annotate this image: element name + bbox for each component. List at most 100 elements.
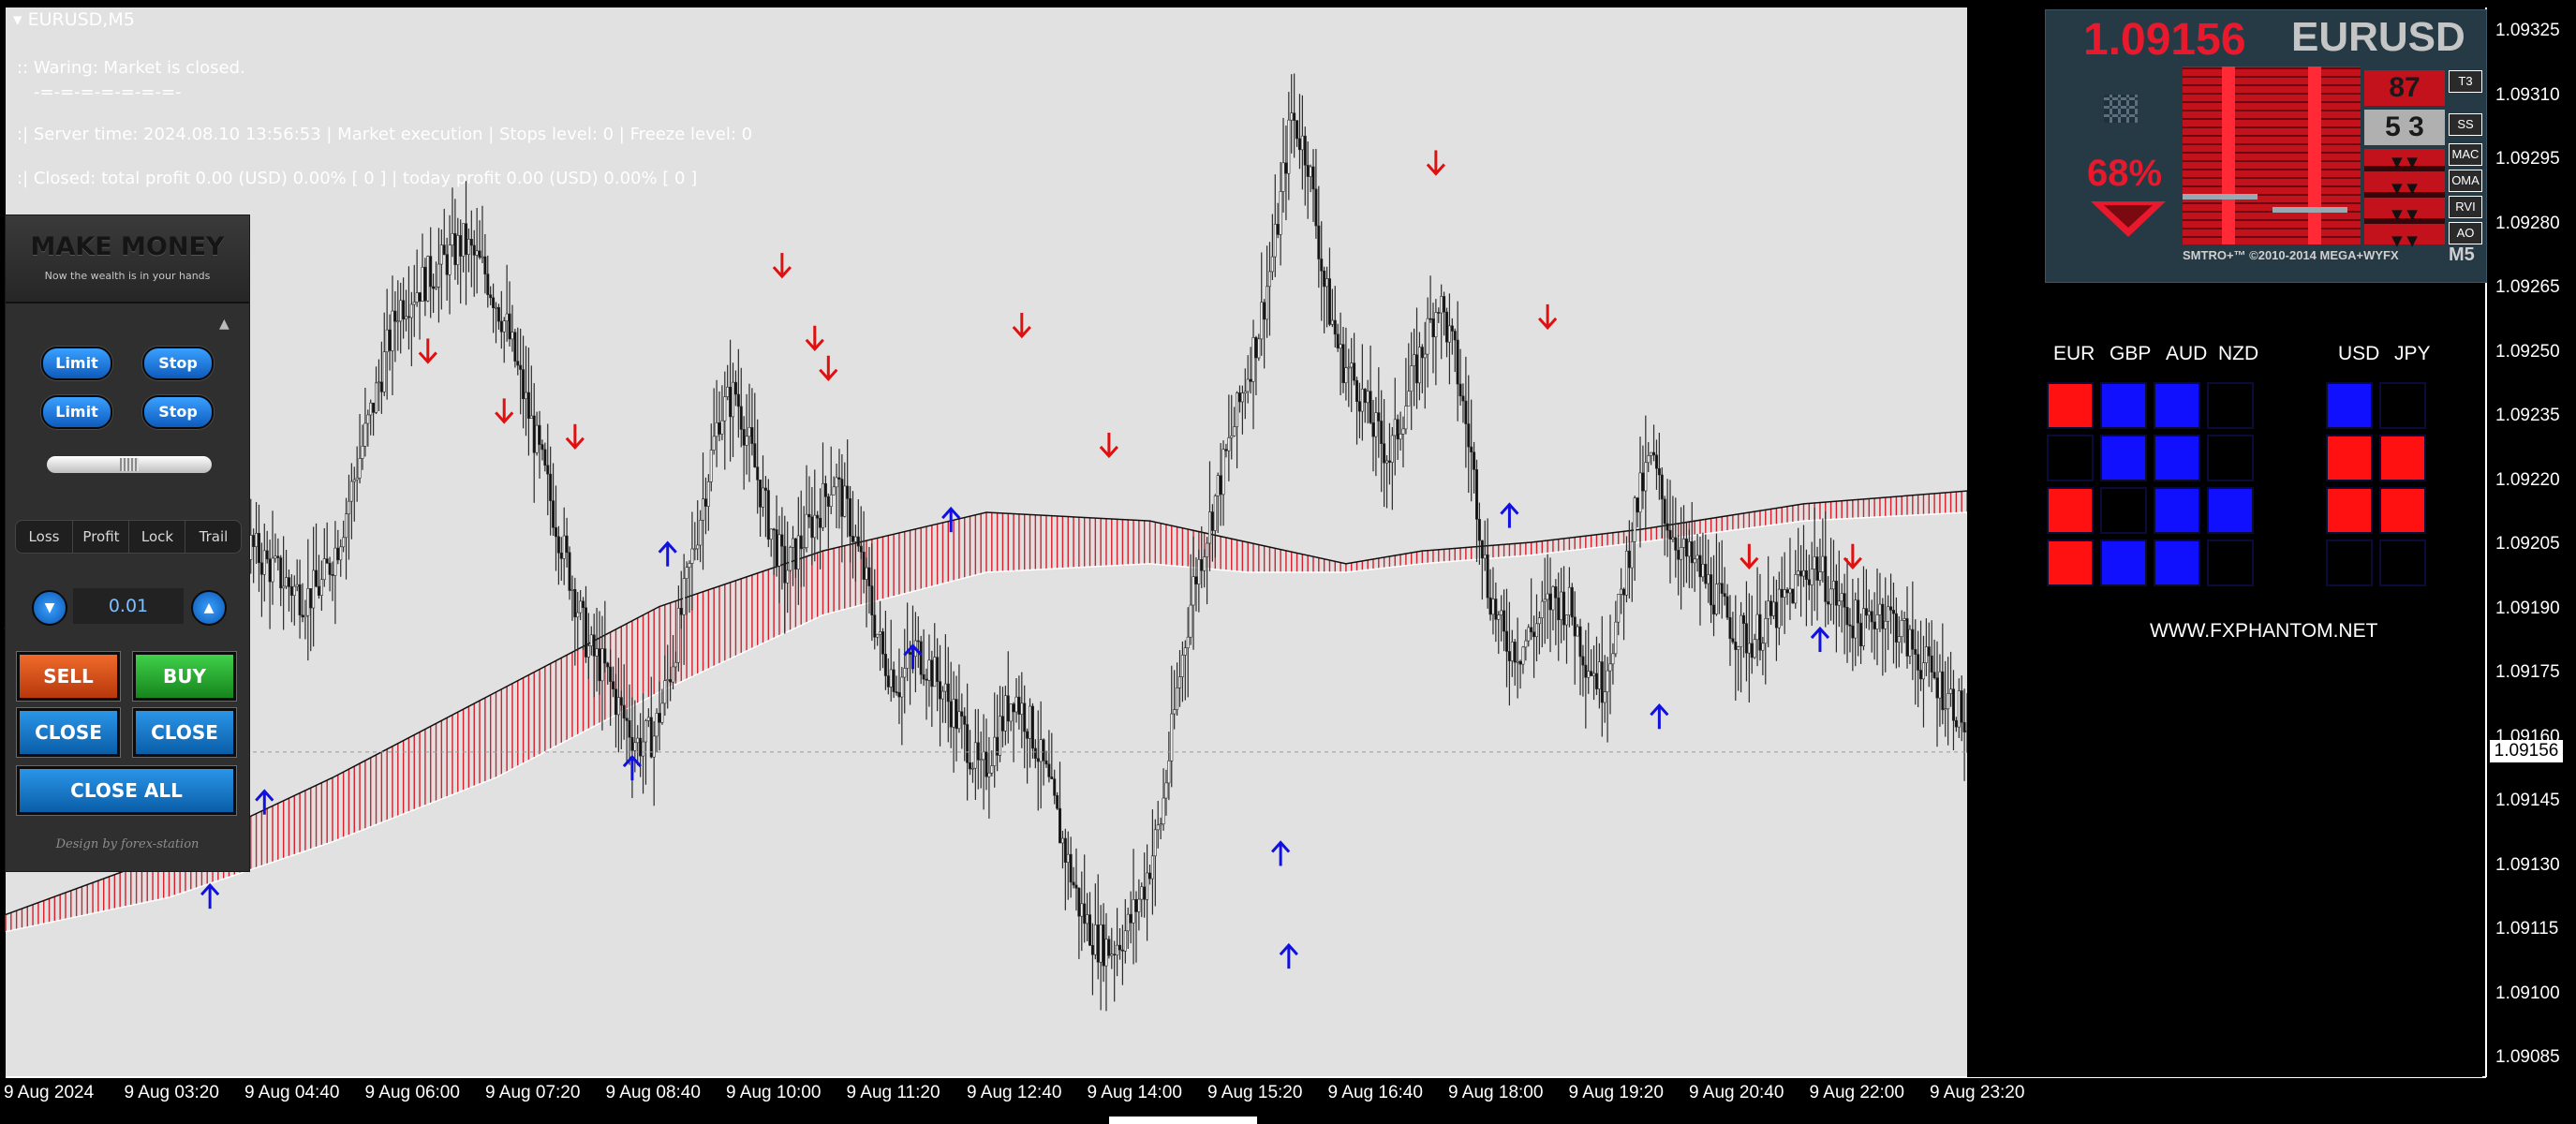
candle-body — [940, 690, 944, 700]
candle-body — [1611, 653, 1615, 665]
candle-body — [853, 536, 857, 542]
candle-body — [1570, 586, 1574, 618]
buy-button[interactable]: BUY — [133, 652, 236, 701]
sell-button[interactable]: SELL — [17, 652, 120, 701]
gauge-timeframe: M5 — [2449, 244, 2475, 265]
candle-body — [1657, 467, 1661, 476]
collapse-caret-icon[interactable]: ▲ — [219, 317, 229, 332]
buy-stop-button[interactable]: Stop — [142, 347, 214, 380]
candle-body — [1339, 344, 1342, 349]
candle-body — [361, 446, 364, 459]
candle-body — [1183, 647, 1187, 656]
candle-body — [1456, 339, 1459, 385]
candle-body — [448, 244, 452, 275]
collapse-triangle-icon[interactable]: ▾ — [13, 9, 28, 30]
candle-body — [970, 767, 974, 770]
candle-body — [1650, 451, 1653, 456]
tab-profit[interactable]: Profit — [72, 521, 129, 553]
candle-body — [445, 254, 449, 275]
candle-body — [475, 250, 479, 256]
price-tick-label: 1.09295 — [2495, 149, 2560, 169]
candle-body — [669, 679, 673, 683]
close-all-button[interactable]: CLOSE ALL — [17, 766, 236, 815]
candle-body — [1503, 610, 1506, 632]
sell-stop-button[interactable]: Stop — [142, 395, 214, 429]
slider-handle[interactable] — [120, 458, 139, 471]
candle-body — [1447, 325, 1451, 343]
candle-body — [1260, 302, 1264, 340]
price-tick-label: 1.09235 — [2495, 406, 2560, 425]
header-usd: USD — [2338, 343, 2380, 364]
price-tick-label: 1.09250 — [2495, 341, 2560, 362]
candle-body — [649, 717, 653, 758]
time-tick-label: 9 Aug 19:20 — [1568, 1083, 1664, 1102]
candle-body — [1393, 419, 1397, 436]
close-sell-button[interactable]: CLOSE — [17, 708, 120, 757]
buy-limit-button[interactable]: Limit — [41, 347, 112, 380]
candle-body — [1557, 597, 1561, 621]
candle-body — [540, 444, 544, 451]
candle-body — [1295, 120, 1299, 140]
lot-decrease-button[interactable]: ▼ — [32, 590, 67, 626]
down-arrow-head — [1426, 163, 1445, 176]
candle-body — [985, 751, 988, 777]
candle-body — [955, 699, 958, 730]
candle-body — [1684, 539, 1688, 557]
lot-increase-button[interactable]: ▲ — [191, 590, 227, 626]
candle-body — [1944, 708, 1947, 711]
tab-trail[interactable]: Trail — [185, 521, 242, 553]
candle-body — [946, 683, 950, 702]
candle-body — [903, 668, 907, 678]
volume-slider[interactable] — [47, 456, 212, 473]
candle-body — [459, 235, 463, 257]
lot-size-field[interactable]: 0.01 — [73, 588, 184, 624]
candle-body — [1327, 278, 1331, 325]
up-arrow-head — [1650, 703, 1669, 717]
candle-body — [262, 550, 266, 575]
strength-cell — [2207, 435, 2254, 481]
candle-body — [702, 498, 705, 521]
candle-body — [690, 548, 694, 564]
candle-body — [799, 535, 803, 550]
candle-body — [775, 529, 778, 567]
strength-cell — [2100, 435, 2147, 481]
up-arrow-icon — [1650, 703, 1669, 730]
strength-cell — [2047, 487, 2094, 534]
candle-body — [922, 673, 925, 680]
candle-body — [644, 720, 647, 743]
tab-loss[interactable]: Loss — [28, 528, 60, 545]
indicator-ao: AO — [2449, 222, 2482, 244]
strength-bars — [2183, 67, 2361, 244]
signal-gauge: 1.09156 EURUSD 68% 87 5 3 ▼ ▼ ▼ ▼ ▼ ▼ ▼ ▼ T… — [2045, 9, 2487, 283]
candle-body — [379, 381, 383, 392]
candle-body — [1728, 616, 1732, 640]
design-credit: Design by forex-station — [55, 837, 200, 851]
strength-bar-left — [2222, 67, 2235, 244]
candle-body — [1047, 763, 1051, 777]
indicator-mac: MAC — [2449, 143, 2482, 166]
candle-body — [1033, 747, 1037, 760]
candle-body — [1742, 614, 1746, 624]
candle-body — [1548, 593, 1552, 611]
candle-body — [873, 614, 877, 638]
candle-body — [1638, 472, 1642, 513]
candle-body — [1390, 435, 1394, 463]
candle-body — [1878, 603, 1882, 615]
candle-body — [639, 737, 643, 757]
strength-cell — [2154, 487, 2200, 534]
sell-limit-button[interactable]: Limit — [41, 395, 112, 429]
candle-body — [385, 329, 389, 352]
candle-body — [949, 701, 953, 728]
close-buy-button[interactable]: CLOSE — [133, 708, 236, 757]
candle-body — [1518, 660, 1522, 665]
candle-body — [1069, 853, 1073, 883]
grid-icon — [2104, 95, 2138, 123]
tab-lock[interactable]: Lock — [128, 521, 185, 553]
candle-body — [859, 545, 863, 553]
candle-body — [1534, 623, 1538, 638]
down-arrow-icon — [1426, 150, 1445, 176]
candle-body — [511, 332, 514, 340]
candle-body — [1039, 739, 1043, 762]
candle-body — [1573, 616, 1577, 637]
candle-body — [1012, 703, 1015, 713]
